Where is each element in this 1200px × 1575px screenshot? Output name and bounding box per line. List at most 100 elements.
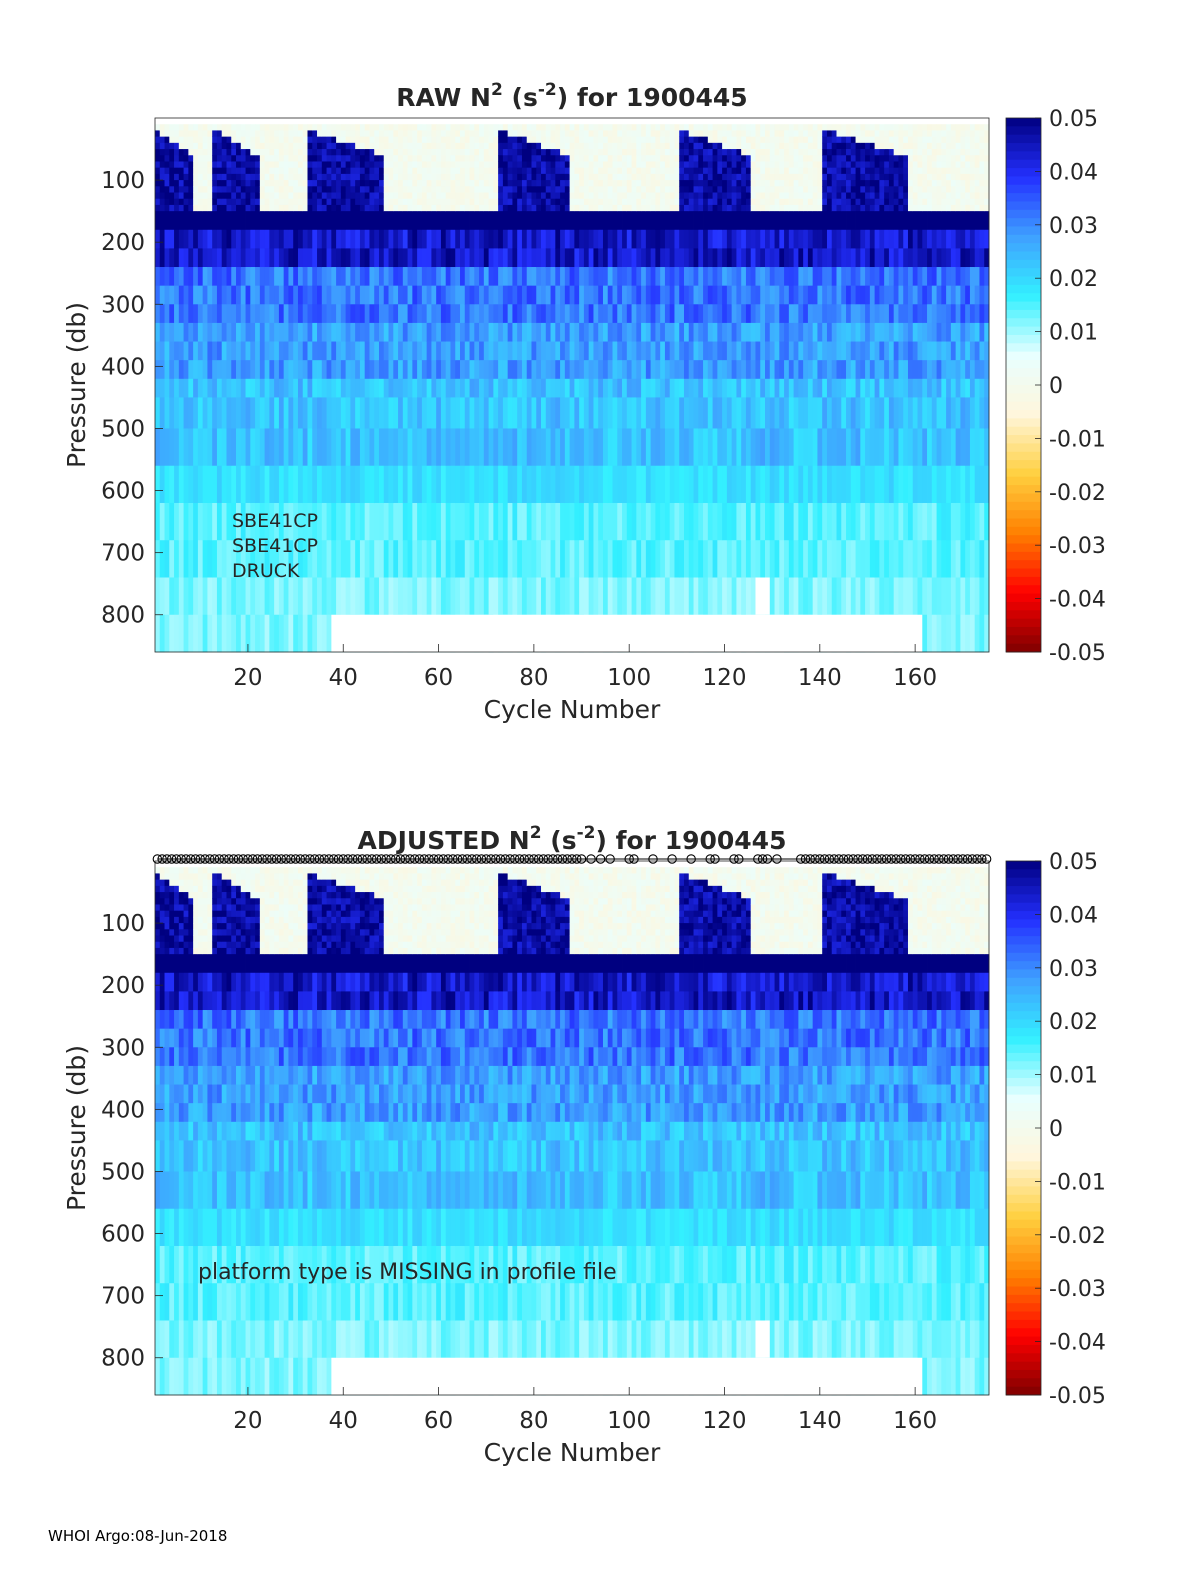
heatmap-cell (817, 204, 823, 212)
heatmap-cell (846, 267, 852, 287)
heatmap-cell (412, 204, 418, 212)
heatmap-cell (850, 173, 856, 181)
heatmap-cell (364, 577, 370, 616)
heatmap-cell (541, 465, 547, 504)
heatmap-cell (826, 285, 833, 305)
heatmap-cell (417, 180, 423, 187)
heatmap-cell (788, 341, 795, 361)
heatmap-cell (364, 192, 370, 200)
heatmap-cell (807, 285, 814, 305)
heatmap-cell (202, 360, 208, 380)
heatmap-cell (745, 322, 752, 342)
heatmap-cell (555, 198, 561, 206)
heatmap-cell (326, 502, 332, 541)
heatmap-cell (784, 155, 790, 162)
heatmap-cell (359, 322, 366, 342)
heatmap-cell (374, 204, 380, 212)
heatmap-cell (893, 397, 899, 429)
heatmap-cell (302, 285, 308, 305)
heatmap-cell (259, 428, 266, 467)
heatmap-cell (169, 577, 175, 616)
heatmap-cell (588, 248, 594, 268)
heatmap-cell (903, 502, 909, 541)
heatmap-cell (293, 502, 299, 541)
heatmap-cell (717, 142, 723, 150)
heatmap-cell (784, 198, 790, 206)
heatmap-cell (841, 180, 847, 187)
heatmap-cell (860, 304, 866, 324)
heatmap-cell (507, 211, 513, 231)
heatmap-cell (817, 248, 823, 268)
heatmap-cell (588, 124, 594, 131)
heatmap-cell (417, 198, 423, 206)
heatmap-cell (574, 304, 580, 324)
heatmap-cell (364, 149, 370, 156)
heatmap-cell (855, 130, 861, 138)
heatmap-cell (636, 322, 642, 342)
heatmap-cell (536, 341, 542, 361)
heatmap-cell (450, 211, 456, 231)
heatmap-cell (741, 322, 747, 342)
heatmap-cell (903, 136, 909, 144)
heatmap-cell (726, 285, 733, 305)
heatmap-cell (297, 614, 304, 653)
heatmap-cell (784, 211, 790, 231)
heatmap-cell (641, 378, 647, 398)
heatmap-cell (155, 267, 161, 287)
heatmap-cell (169, 161, 175, 169)
heatmap-cell (750, 155, 756, 162)
heatmap-cell (907, 211, 914, 231)
heatmap-cell (712, 341, 718, 361)
heatmap-cell (893, 198, 899, 206)
heatmap-cell (583, 577, 590, 616)
heatmap-cell (560, 155, 566, 162)
heatmap-cell (846, 167, 852, 175)
heatmap-cell (207, 142, 213, 150)
heatmap-cell (359, 161, 366, 169)
heatmap-cell (331, 428, 337, 467)
heatmap-cell (450, 397, 456, 429)
heatmap-cell (202, 540, 208, 578)
heatmap-cell (583, 167, 590, 175)
heatmap-cell (417, 360, 423, 380)
heatmap-cell (822, 211, 828, 231)
heatmap-cell (836, 167, 842, 175)
heatmap-cell (264, 180, 270, 187)
heatmap-cell (598, 341, 604, 361)
heatmap-cell (641, 204, 647, 212)
heatmap-cell (641, 304, 647, 324)
heatmap-cell (712, 267, 718, 287)
heatmap-cell (450, 136, 456, 144)
heatmap-cell (855, 360, 861, 380)
heatmap-cell (236, 167, 242, 175)
heatmap-cell (340, 142, 347, 150)
heatmap-cell (531, 124, 537, 131)
heatmap-cell (555, 161, 561, 169)
heatmap-cell (240, 465, 246, 504)
heatmap-cell (598, 173, 604, 181)
heatmap-cell (264, 304, 270, 324)
heatmap-cell (293, 229, 299, 249)
heatmap-cell (779, 378, 785, 398)
heatmap-cell (736, 186, 742, 193)
heatmap-cell (412, 502, 418, 541)
heatmap-cell (836, 248, 842, 268)
heatmap-cell (822, 136, 828, 144)
heatmap-cell (826, 378, 833, 398)
heatmap-cell (745, 502, 752, 541)
heatmap-cell (331, 155, 337, 162)
heatmap-cell (917, 136, 923, 144)
heatmap-cell (683, 285, 690, 305)
heatmap-cell (493, 397, 499, 429)
heatmap-cell (888, 577, 895, 616)
heatmap-cell (169, 614, 175, 653)
heatmap-cell (736, 502, 742, 541)
heatmap-cell (683, 428, 690, 467)
heatmap-cell (450, 142, 456, 150)
heatmap-cell (674, 229, 680, 249)
heatmap-cell (159, 577, 165, 616)
heatmap-cell (898, 229, 904, 249)
heatmap-cell (236, 198, 242, 206)
heatmap-cell (398, 204, 404, 212)
heatmap-cell (183, 229, 189, 249)
